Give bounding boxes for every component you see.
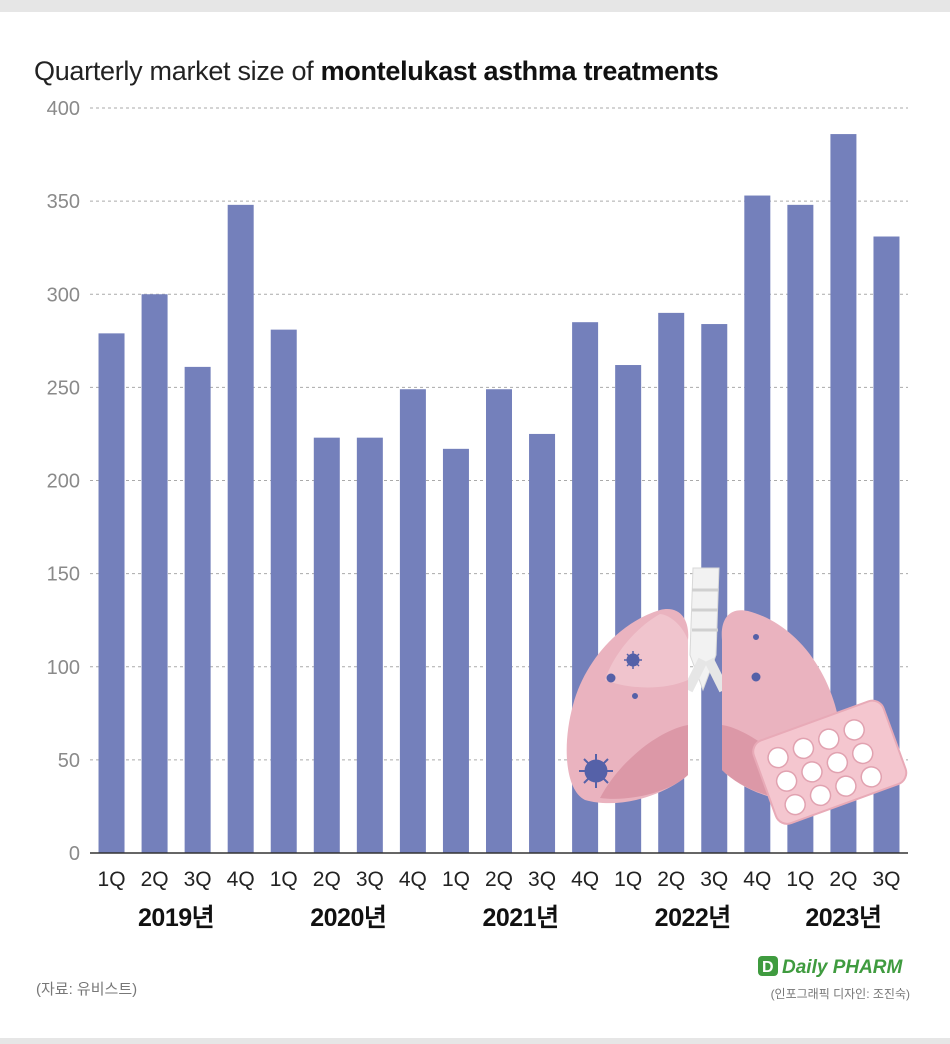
y-tick-label: 50 [58, 750, 80, 772]
x-tick-label: 3Q [356, 868, 384, 891]
trachea-icon [683, 567, 729, 693]
bar [141, 294, 168, 853]
x-tick-label: 2Q [313, 868, 341, 891]
x-tick-label: 3Q [872, 868, 900, 891]
x-tick-label: 1Q [98, 868, 126, 891]
y-tick-label: 0 [69, 843, 80, 865]
year-label: 2021년 [482, 904, 558, 932]
x-tick-label: 2Q [657, 868, 685, 891]
bar [227, 204, 254, 854]
year-label: 2023년 [805, 904, 881, 932]
x-tick-label: 4Q [743, 868, 771, 891]
svg-text:Daily PHARM: Daily PHARM [782, 957, 904, 978]
y-axis-ticks: 0 50 100 150 200 250 300 350 400 [47, 98, 80, 865]
lungs-illustration [566, 567, 908, 825]
bar [442, 448, 469, 853]
y-tick-label: 100 [47, 657, 80, 679]
daily-pharm-logo: D Daily PHARM [758, 956, 904, 978]
year-label: 2019년 [138, 904, 214, 932]
x-tick-label: 3Q [528, 868, 556, 891]
bars [98, 134, 900, 854]
x-tick-label: 1Q [786, 868, 814, 891]
pill-blister-icon [752, 699, 908, 825]
y-tick-label: 350 [47, 191, 80, 213]
bar [399, 389, 426, 853]
source-note: (자료: 유비스트) [36, 981, 138, 998]
bar [98, 333, 125, 853]
x-tick-label: 1Q [614, 868, 642, 891]
chart-title: Quarterly market size of montelukast ast… [34, 56, 719, 87]
x-tick-label: 3Q [184, 868, 212, 891]
y-tick-label: 300 [47, 284, 80, 306]
x-tick-label: 4Q [399, 868, 427, 891]
bar [486, 389, 512, 853]
x-tick-label: 2Q [485, 868, 513, 891]
virus-icon [579, 634, 761, 788]
y-tick-label: 150 [47, 564, 80, 586]
x-tick-label: 1Q [270, 868, 298, 891]
y-tick-label: 400 [47, 98, 80, 120]
bar [184, 366, 211, 853]
year-labels: 2019년 2020년 2021년 2022년 2023년 [138, 904, 882, 932]
y-tick-label: 250 [47, 377, 80, 399]
bar [356, 437, 383, 853]
x-axis-labels: 1Q 2Q 3Q 4Q 1Q 2Q 3Q 4Q 1Q 2Q 3Q 4Q 1Q 2Q 3Q 4Q 1Q 2Q 3Q [98, 868, 901, 891]
bar [529, 433, 556, 853]
y-tick-label: 200 [47, 471, 80, 493]
title-regular: Quarterly market size of [34, 56, 321, 86]
x-tick-label: 4Q [571, 868, 599, 891]
x-tick-label: 2Q [829, 868, 857, 891]
bar [313, 437, 340, 853]
x-tick-label: 1Q [442, 868, 470, 891]
design-credit: (인포그래픽 디자인: 조진숙) [770, 987, 910, 1001]
year-label: 2020년 [310, 904, 386, 932]
bar [270, 329, 297, 853]
x-tick-label: 4Q [227, 868, 255, 891]
svg-text:D: D [762, 959, 774, 976]
x-tick-label: 2Q [141, 868, 169, 891]
title-bold: montelukast asthma treatments [320, 56, 719, 86]
x-tick-label: 3Q [700, 868, 728, 891]
year-label: 2022년 [655, 904, 731, 932]
